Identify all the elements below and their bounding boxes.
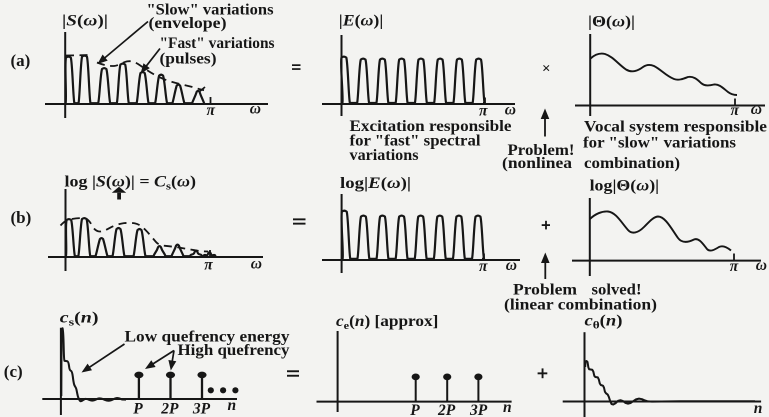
svg-text:π: π — [479, 103, 488, 120]
svg-text:ω: ω — [751, 101, 762, 118]
svg-text:×: × — [542, 61, 551, 77]
svg-text:(b): (b) — [11, 208, 32, 227]
svg-text:solved!: solved! — [592, 282, 642, 299]
svg-text:|S(ω)|: |S (ω)| — [62, 13, 108, 30]
svg-text:cs(n): c s(n) — [60, 310, 99, 329]
svg-text:log|Θ(ω)|: log|Θ(ω)| — [590, 178, 660, 195]
svg-text:|E(ω)|: |E(ω)| — [339, 13, 384, 30]
svg-text:ce(n) [approx]: ce(n) [approx] — [336, 313, 438, 332]
svg-text:3P: 3P — [469, 402, 488, 417]
svg-text:n: n — [754, 400, 763, 417]
svg-text:combination): combination) — [584, 155, 680, 172]
svg-text:π: π — [204, 257, 213, 274]
svg-text:(c): (c) — [4, 362, 23, 381]
svg-text:ω: ω — [505, 102, 516, 119]
svg-text:(envelope): (envelope) — [149, 15, 227, 32]
svg-text:variations: variations — [350, 147, 419, 164]
svg-text:(a): (a) — [11, 51, 31, 70]
svg-text:for "fast" spectral: for "fast" spectral — [350, 133, 482, 150]
svg-text:ω: ω — [251, 256, 262, 273]
svg-text:(linear combination): (linear combination) — [504, 297, 657, 314]
svg-text:|Θ(ω)|: |Θ(ω)| — [588, 14, 635, 31]
svg-text:n: n — [503, 399, 512, 416]
svg-text:(pulses): (pulses) — [160, 51, 217, 68]
svg-text:Problem!: Problem! — [508, 142, 575, 159]
svg-text:P: P — [410, 402, 420, 417]
svg-text:"Fast" variations: "Fast" variations — [160, 35, 275, 52]
svg-text:ω: ω — [756, 257, 767, 274]
svg-text:2P: 2P — [160, 401, 179, 417]
svg-text:"Slow" variations: "Slow" variations — [147, 2, 274, 19]
svg-text:Problem: Problem — [513, 282, 577, 299]
svg-text:Low quefrency energy: Low quefrency energy — [125, 329, 290, 346]
svg-text:2P: 2P — [437, 402, 456, 417]
svg-text:3P: 3P — [192, 401, 211, 417]
svg-text:Excitation responsible: Excitation responsible — [350, 118, 512, 135]
svg-text:P: P — [133, 401, 143, 417]
svg-text:High quefrency: High quefrency — [178, 342, 290, 359]
svg-text:Vocal system responsible: Vocal system responsible — [584, 119, 767, 136]
svg-text:ω: ω — [250, 101, 261, 118]
svg-text:cθ(n): cθ(n) — [585, 313, 623, 332]
svg-text:ω: ω — [506, 257, 517, 274]
svg-text:n: n — [228, 397, 237, 414]
svg-text:π: π — [731, 102, 740, 119]
svg-text:(nonlinea: (nonlinea — [502, 155, 572, 172]
svg-text:log |S(ω)| = Cs(ω): log | S(ω)| = Cs(ω) — [65, 174, 196, 193]
svg-text:π: π — [479, 258, 488, 275]
svg-text:for "slow" variations: for "slow" variations — [583, 135, 736, 152]
svg-text:π: π — [207, 102, 216, 119]
svg-text:log|E(ω)|: log| E (ω)| — [340, 175, 411, 192]
svg-text:π: π — [730, 258, 739, 275]
